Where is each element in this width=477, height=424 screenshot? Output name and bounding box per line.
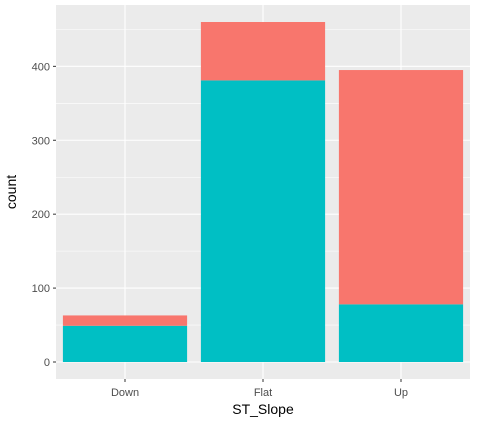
y-tick-label: 300 bbox=[32, 135, 50, 147]
bar-up-series-2 bbox=[338, 70, 464, 305]
bar-down-series-1 bbox=[62, 325, 188, 362]
y-tick-label: 200 bbox=[32, 209, 50, 221]
bars bbox=[62, 22, 464, 363]
bar-flat-series-2 bbox=[200, 22, 326, 81]
x-axis-title: ST_Slope bbox=[232, 401, 294, 417]
bar-flat-series-1 bbox=[200, 80, 326, 363]
x-tick-label-flat: Flat bbox=[254, 387, 272, 399]
bar-down-series-2 bbox=[62, 315, 188, 326]
y-axis-ticks: 0 100 200 300 400 bbox=[32, 61, 56, 369]
x-tick-label-down: Down bbox=[111, 387, 139, 399]
x-axis-ticks: Down Flat Up bbox=[111, 379, 408, 399]
x-tick-label-up: Up bbox=[394, 387, 408, 399]
y-tick-label: 100 bbox=[32, 283, 50, 295]
y-axis-title: count bbox=[3, 175, 19, 209]
y-tick-label: 400 bbox=[32, 61, 50, 73]
y-tick-label: 0 bbox=[44, 357, 50, 369]
bar-up-series-1 bbox=[338, 304, 464, 362]
